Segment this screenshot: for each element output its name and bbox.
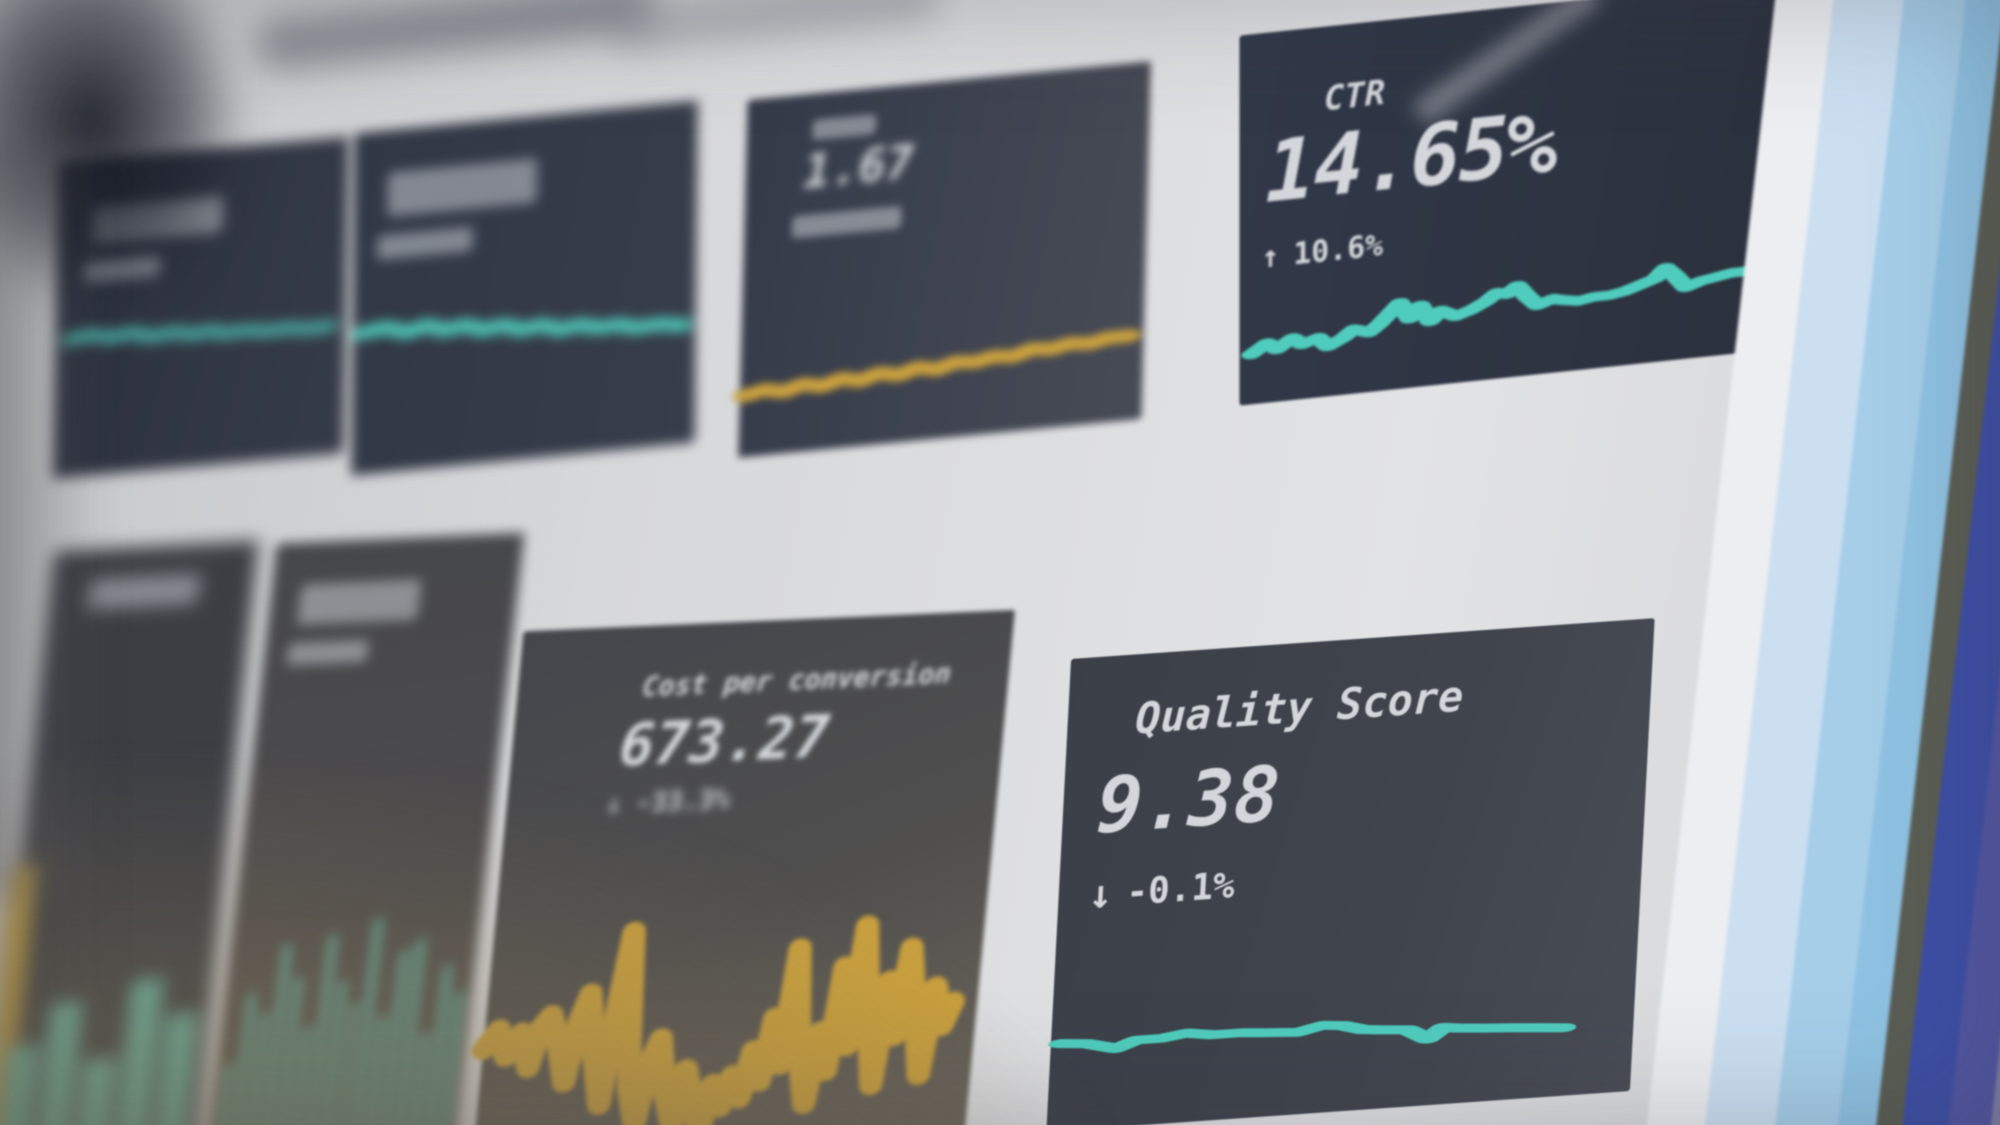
kpi-tile-blurred-1 [52,136,350,479]
kpi-value: 9.38 [1094,748,1283,851]
kpi-tile-quality-score: Quality Score 9.38 ↓ -0.1% [1046,618,1655,1125]
kpi-delta-value: -33.3% [634,784,732,819]
blurred-delta-text [791,205,902,239]
blurred-value-text [297,579,422,625]
bar [35,1001,84,1125]
sparkline-chart [61,284,338,367]
bar-chart [0,904,211,1125]
kpi-value: 14.65% [1265,92,1556,222]
sparkline [61,321,338,345]
blurred-value-text [92,195,223,244]
blurred-delta-text [286,639,369,666]
kpi-delta-value: 10.6% [1293,227,1384,273]
blurred-label-text [812,113,877,141]
bar [113,978,164,1125]
sparkline-chart [1048,987,1577,1093]
kpi-delta: ↓ -0.1% [1087,862,1236,918]
up-arrow-icon: ↑ [1261,238,1280,276]
kpi-tile-ctr: CTR 14.65% ↑ 10.6% [1239,0,1785,406]
blurred-delta-text [84,255,161,283]
sparkline [351,317,693,340]
bar [74,1057,117,1125]
kpi-value: 673.27 [616,701,833,780]
kpi-tile-blurred-2 [351,100,698,476]
kpi-tile-blurred-4 [207,532,525,1125]
blurred-value-text [87,573,201,610]
kpi-value: 1.67 [802,134,915,200]
line-chart-path [471,915,966,1125]
kpi-label: Quality Score [1134,671,1465,744]
bar [215,1063,234,1125]
sparkline [1048,1020,1577,1054]
down-arrow-icon: ↓ [604,789,624,821]
kpi-tile-cost-per-conversion: Cost per conversion 673.27 ↓ -33.3% [471,609,1015,1125]
blurred-report-title [253,0,657,73]
kpi-label: Cost per conversion [640,658,953,704]
blurred-delta-text [377,226,473,261]
kpi-delta: ↓ -33.3% [605,784,731,820]
kpi-tile-cpc: 1.67 [732,61,1151,458]
bar [0,1044,40,1125]
bar [152,1012,200,1125]
sparkline [732,329,1142,403]
blurred-value-text [387,158,538,217]
bar-chart [215,859,479,1125]
line-chart [471,893,966,1125]
sparkline-chart [1241,229,1773,378]
sparkline-chart [351,278,693,379]
blurred-report-subtitle [608,0,942,54]
kpi-delta-value: -0.1% [1125,864,1236,914]
down-arrow-icon: ↓ [1087,870,1114,919]
sparkline [1241,262,1773,360]
kpi-delta: ↑ 10.6% [1261,228,1383,276]
sparkline-chart [732,310,1142,422]
